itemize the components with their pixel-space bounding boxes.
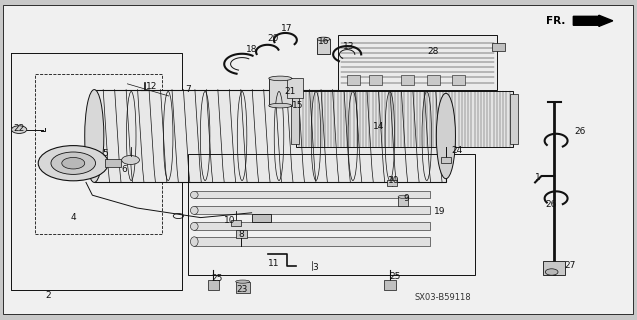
Ellipse shape [269,76,292,81]
Text: 21: 21 [284,87,296,96]
Text: 24: 24 [452,146,463,155]
Circle shape [38,146,108,181]
Text: 18: 18 [246,45,257,54]
Text: SX03-B59118: SX03-B59118 [415,293,471,302]
Bar [252,214,271,222]
Ellipse shape [317,37,330,41]
Text: 23: 23 [236,285,248,294]
Bar [296,91,513,147]
Text: FR.: FR. [546,16,565,26]
Text: 26: 26 [574,127,585,136]
Text: 9: 9 [403,194,410,203]
Bar [317,39,330,54]
Bar [387,180,397,186]
Ellipse shape [236,280,250,283]
Bar [194,237,430,246]
Bar [369,75,382,85]
Text: 19: 19 [434,207,445,216]
Text: 5: 5 [102,149,108,158]
Text: 27: 27 [564,261,576,270]
Text: 14: 14 [373,122,385,131]
Circle shape [51,152,96,174]
Ellipse shape [190,191,198,198]
Bar [231,220,241,226]
Ellipse shape [398,195,408,198]
Bar [287,78,303,98]
Text: 7: 7 [185,85,191,94]
Bar [105,159,121,167]
Bar [398,197,408,206]
Text: 11: 11 [268,260,280,268]
Circle shape [122,156,140,164]
Bar [401,75,414,85]
Bar [194,222,430,230]
Text: 6: 6 [121,165,127,174]
Ellipse shape [436,93,455,179]
Bar [492,43,505,51]
Text: 12: 12 [146,82,157,91]
Circle shape [62,157,85,169]
Bar [291,94,299,144]
Bar [194,206,430,214]
Bar [194,191,430,198]
Polygon shape [94,90,446,182]
Text: 10: 10 [224,216,235,225]
Text: 16: 16 [318,37,329,46]
Text: 15: 15 [292,101,304,110]
Text: 8: 8 [238,230,244,239]
Text: 26: 26 [545,200,557,209]
Text: 20: 20 [267,34,278,43]
Bar [188,154,475,275]
Bar [338,35,497,90]
Bar [269,78,292,106]
Bar [236,282,250,293]
Bar [510,94,518,144]
Circle shape [545,269,558,275]
Text: 28: 28 [427,47,439,56]
Bar [347,75,360,85]
Ellipse shape [190,206,198,214]
Text: 4: 4 [71,213,76,222]
Ellipse shape [269,103,292,108]
Text: 10: 10 [388,176,399,185]
Ellipse shape [85,90,104,182]
Bar [35,74,162,234]
Text: 13: 13 [343,42,355,51]
Ellipse shape [190,222,198,230]
Bar [427,75,440,85]
Text: 17: 17 [281,24,292,33]
Bar [543,261,565,275]
Bar [452,75,465,85]
Text: 2: 2 [45,292,50,300]
Bar [236,230,247,238]
Ellipse shape [190,237,198,246]
Bar [441,157,451,163]
FancyArrow shape [573,15,613,27]
Text: 25: 25 [211,274,222,283]
Text: 22: 22 [13,124,25,132]
Text: 25: 25 [389,272,401,281]
Circle shape [11,126,27,133]
Bar [384,280,396,290]
Text: 3: 3 [312,263,318,272]
Text: 1: 1 [535,173,541,182]
Bar [208,280,219,290]
